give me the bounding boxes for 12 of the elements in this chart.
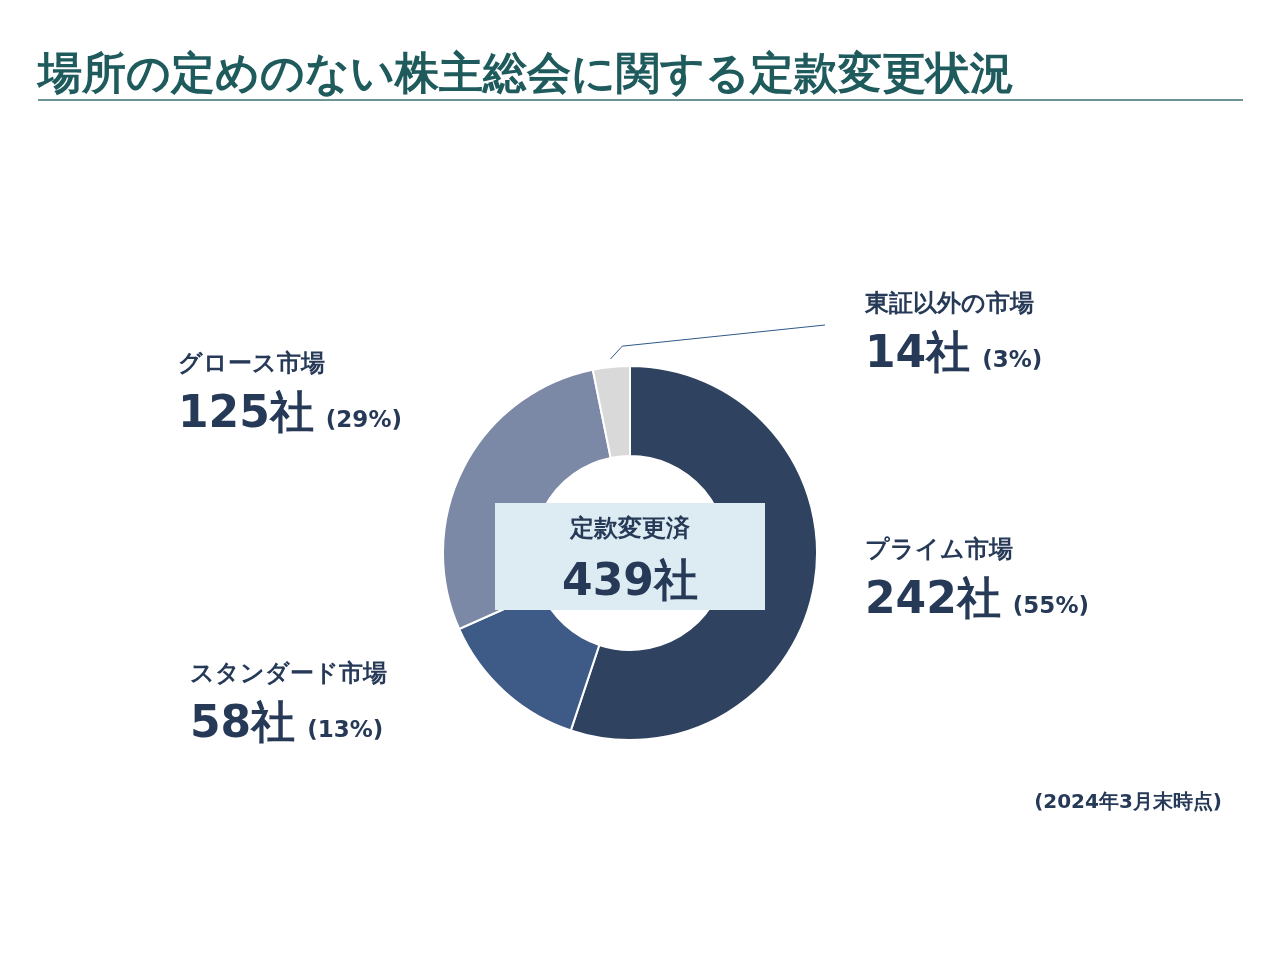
slice-label: プライム市場 <box>865 535 1013 563</box>
slice-label: 東証以外の市場 <box>864 289 1034 317</box>
slice-label: グロース市場 <box>178 349 325 377</box>
text: 439社 <box>562 554 698 605</box>
chart-title: 場所の定めのない株主総会に関する定款変更状況 <box>36 47 1014 98</box>
data-label: 242社 (55%) <box>865 572 1089 623</box>
slice-label: スタンダード市場 <box>190 659 387 687</box>
data-label: 58社 (13%) <box>190 696 384 747</box>
data-label: 125社 (29%) <box>178 386 402 437</box>
text: 定款変更済 <box>569 514 690 542</box>
data-label: 14社 (3%) <box>865 326 1043 377</box>
text: (2024年3月末時点) <box>1034 789 1222 813</box>
